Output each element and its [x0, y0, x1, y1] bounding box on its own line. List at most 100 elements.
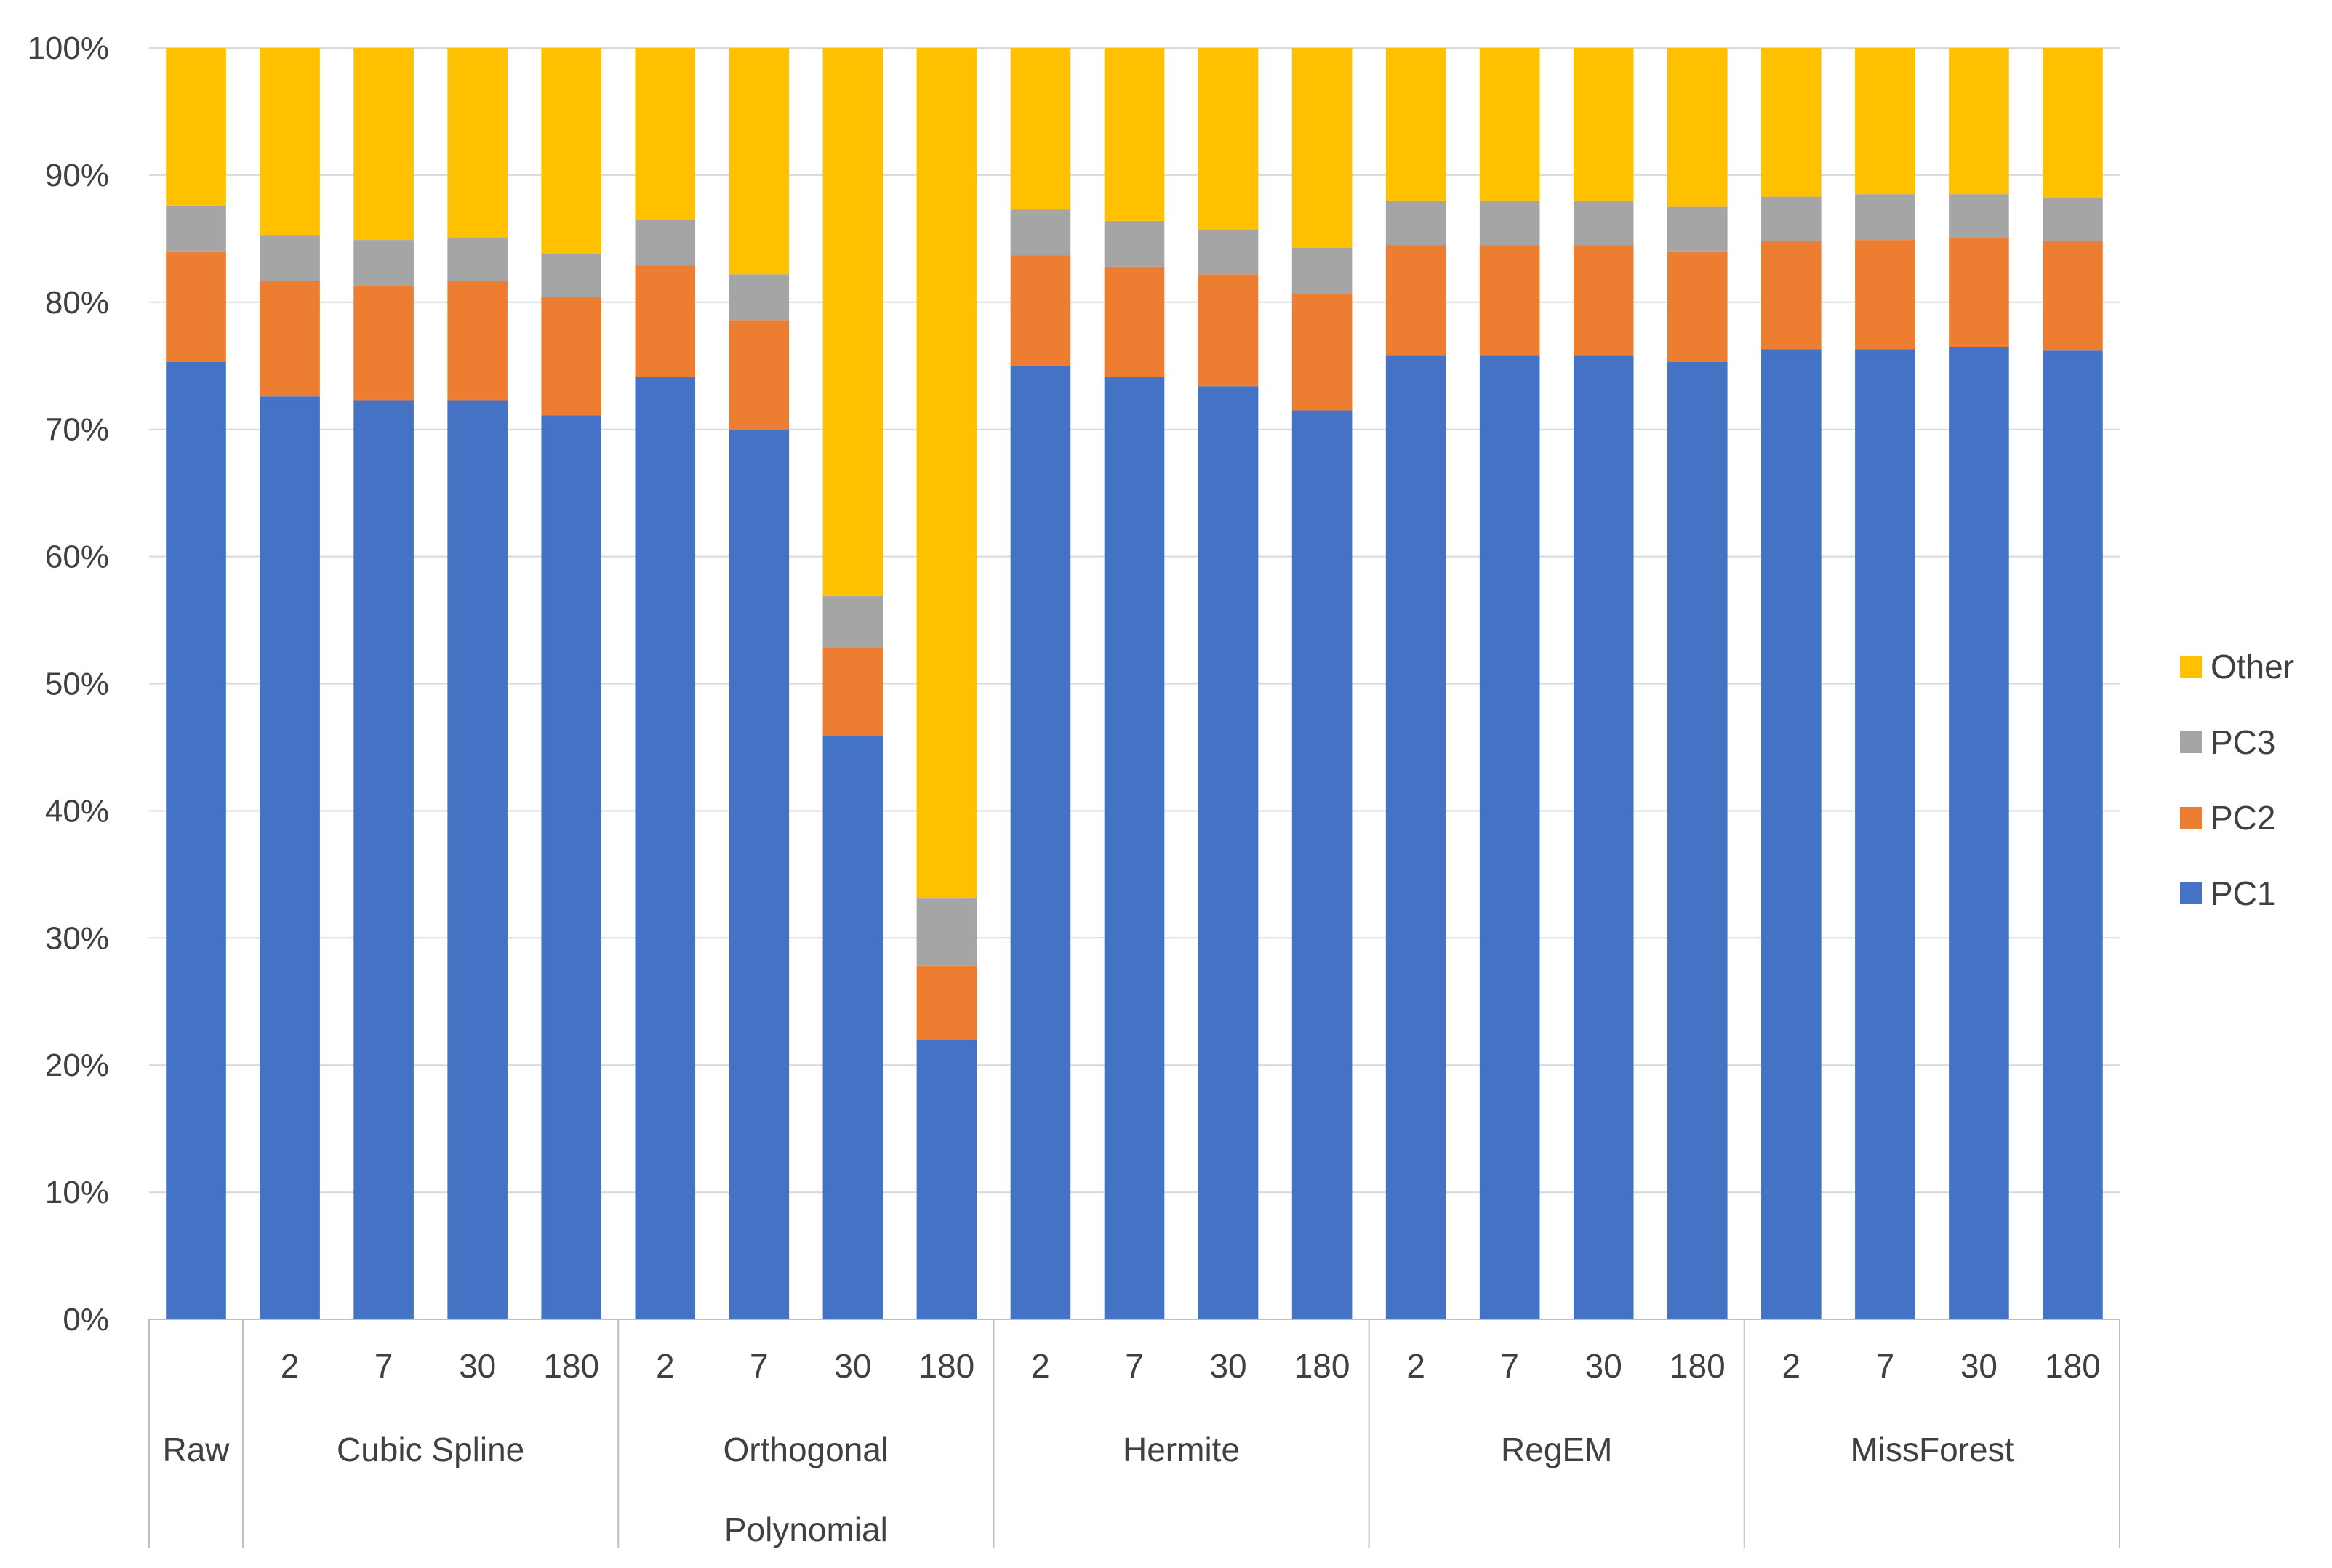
bar-other-segment: [1855, 48, 1915, 195]
x-category-label: 180: [2045, 1347, 2101, 1385]
bar-other-segment: [635, 48, 696, 220]
bar-other-segment: [1573, 48, 1634, 201]
x-category-label: 2: [281, 1347, 300, 1385]
bar-pc2-segment: [166, 251, 226, 363]
y-tick-label: 30%: [45, 920, 109, 956]
bar-pc3-segment: [1198, 230, 1259, 275]
y-tick-label: 80%: [45, 285, 109, 321]
legend-label-pc2: PC2: [2211, 799, 2275, 837]
bar-pc1-segment: [1104, 377, 1165, 1320]
x-category-label: 180: [1294, 1347, 1350, 1385]
x-category-label: 2: [1406, 1347, 1425, 1385]
bar-pc2-segment: [1291, 293, 1353, 411]
bar-pc1-segment: [635, 377, 696, 1320]
bar-pc1-segment: [822, 736, 883, 1319]
x-group-label: RegEM: [1501, 1431, 1612, 1468]
x-category-label: 30: [1960, 1347, 1998, 1385]
bar-pc3-segment: [1855, 194, 1915, 241]
y-tick-label: 20%: [45, 1048, 109, 1083]
bar-pc1-segment: [1198, 386, 1259, 1319]
bar-pc1-segment: [1949, 347, 2009, 1319]
x-group-label: MissForest: [1850, 1431, 2014, 1468]
legend-swatch-pc2: [2180, 807, 2202, 829]
bar-pc2-segment: [1573, 245, 1634, 356]
bar-pc2-segment: [2043, 241, 2103, 351]
y-tick-label: 40%: [45, 793, 109, 829]
bar-other-segment: [353, 48, 414, 241]
bar-pc3-segment: [1573, 200, 1634, 246]
bar-other-segment: [260, 48, 320, 236]
x-group-label: Polynomial: [724, 1511, 888, 1548]
bar-other-segment: [166, 48, 226, 206]
y-tick-label: 10%: [45, 1175, 109, 1210]
bar-pc3-segment: [2043, 198, 2103, 241]
bar-pc2-segment: [1479, 245, 1540, 356]
bar-pc3-segment: [1010, 209, 1071, 256]
bar-other-segment: [447, 48, 508, 238]
y-tick-label: 100%: [27, 31, 109, 66]
x-group-label: Orthogonal: [724, 1431, 889, 1468]
bar-pc2-segment: [1855, 240, 1915, 350]
bar-pc1-segment: [1761, 349, 1822, 1320]
bar-other-segment: [1291, 48, 1353, 248]
y-tick-label: 0%: [63, 1302, 109, 1338]
x-category-label: 2: [656, 1347, 675, 1385]
bar-pc2-segment: [260, 281, 320, 397]
bar-other-segment: [729, 48, 790, 275]
legend-swatch-other: [2180, 656, 2202, 678]
bar-other-segment: [1010, 48, 1071, 210]
x-category-label: 7: [750, 1347, 769, 1385]
bar-pc2-segment: [1198, 274, 1259, 387]
bar-pc3-segment: [1385, 200, 1446, 246]
legend-label-pc3: PC3: [2211, 723, 2275, 761]
bar-pc3-segment: [1104, 220, 1165, 267]
bar-other-segment: [1104, 48, 1165, 221]
bar-pc2-segment: [822, 648, 883, 736]
bar-pc1-segment: [166, 362, 226, 1320]
bar-pc2-segment: [729, 320, 790, 430]
bar-pc1-segment: [1667, 362, 1728, 1320]
bar-pc1-segment: [916, 1040, 977, 1319]
bar-pc2-segment: [447, 281, 508, 401]
bar-pc3-segment: [541, 254, 602, 297]
bar-other-segment: [1198, 48, 1259, 230]
x-category-label: 30: [1209, 1347, 1246, 1385]
bar-pc1-segment: [729, 429, 790, 1320]
x-category-label: 7: [1125, 1347, 1144, 1385]
bar-pc3-segment: [353, 240, 414, 286]
legend-label-pc1: PC1: [2211, 875, 2275, 912]
y-tick-label: 90%: [45, 158, 109, 193]
x-category-label: 180: [543, 1347, 599, 1385]
x-category-label: 180: [919, 1347, 975, 1385]
x-axis: 2 7 30 180 2 7 30 180 2 7 30 180 2 7 30 180 2 7 30 180 Raw Cu…: [148, 1319, 2120, 1548]
bar-pc3-segment: [1479, 200, 1540, 246]
bar-pc3-segment: [822, 595, 883, 648]
bar-pc2-segment: [916, 965, 977, 1040]
legend-label-other: Other: [2211, 648, 2294, 686]
x-category-label: 7: [374, 1347, 393, 1385]
bars: [166, 48, 2103, 1320]
bar-pc1-segment: [1010, 366, 1071, 1319]
bar-other-segment: [916, 48, 977, 899]
x-category-label: 30: [1585, 1347, 1622, 1385]
bar-pc3-segment: [1291, 247, 1353, 294]
bar-pc3-segment: [1761, 196, 1822, 241]
bar-pc1-segment: [2043, 350, 2103, 1320]
x-group-label: Cubic Spline: [337, 1431, 524, 1468]
bar-pc2-segment: [1385, 245, 1446, 356]
bar-pc3-segment: [1949, 194, 2009, 238]
x-category-label: 2: [1031, 1347, 1050, 1385]
bar-pc3-segment: [447, 237, 508, 281]
bar-pc2-segment: [1667, 251, 1728, 363]
bar-pc3-segment: [1667, 206, 1728, 252]
bar-pc3-segment: [729, 274, 790, 321]
x-category-label: 180: [1670, 1347, 1726, 1385]
y-axis: 0% 10% 20% 30% 40% 50% 60% 70% 80% 90% 100%: [27, 31, 109, 1338]
bar-pc3-segment: [916, 898, 977, 966]
bar-pc1-segment: [1855, 349, 1915, 1320]
bar-pc2-segment: [541, 297, 602, 416]
legend-swatch-pc3: [2180, 731, 2202, 753]
bar-pc1-segment: [541, 415, 602, 1320]
x-category-label: 7: [1500, 1347, 1519, 1385]
